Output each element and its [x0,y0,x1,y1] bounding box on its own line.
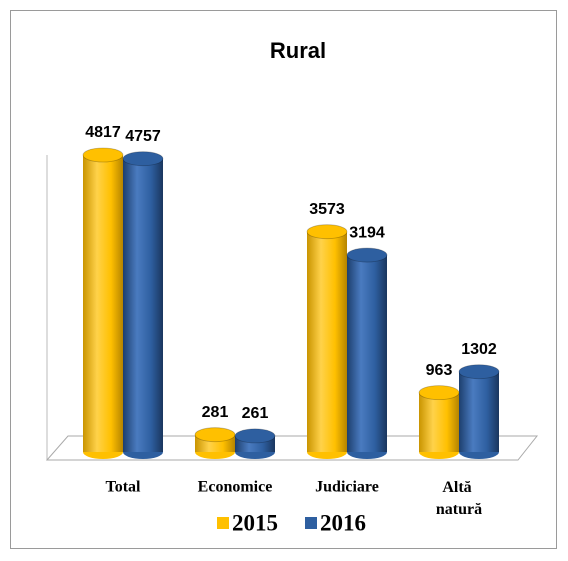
bar [123,158,163,452]
bar [83,155,123,452]
bar [307,231,347,452]
floor [45,435,539,461]
legend-swatch [217,517,229,529]
bar-top [122,151,164,167]
bar [347,255,387,452]
chart-title: Rural [270,38,326,63]
x-tick-label: Total [106,479,142,496]
bar-top [306,224,348,240]
value-label: 261 [242,405,269,422]
legend-label: 2016 [320,510,366,535]
value-label: 1302 [461,341,497,358]
value-label: 3194 [349,224,385,241]
legend-swatch [305,517,317,529]
x-tick-label: Altă natură [436,479,482,518]
value-label: 4817 [85,124,121,141]
x-tick-label: Judiciare [315,479,379,496]
value-label: 281 [202,404,229,421]
value-label: 4757 [125,128,161,145]
bar-top [346,247,388,263]
bar-top [82,147,124,163]
value-label: 3573 [309,201,345,218]
value-label: 963 [426,362,453,379]
bar-top [418,385,460,401]
x-tick-label: Economice [198,479,273,496]
bar-top [194,427,236,443]
bar-top [458,364,500,380]
bar [459,371,499,452]
bar [419,392,459,452]
legend-label: 2015 [232,510,278,535]
bar-top [234,428,276,444]
